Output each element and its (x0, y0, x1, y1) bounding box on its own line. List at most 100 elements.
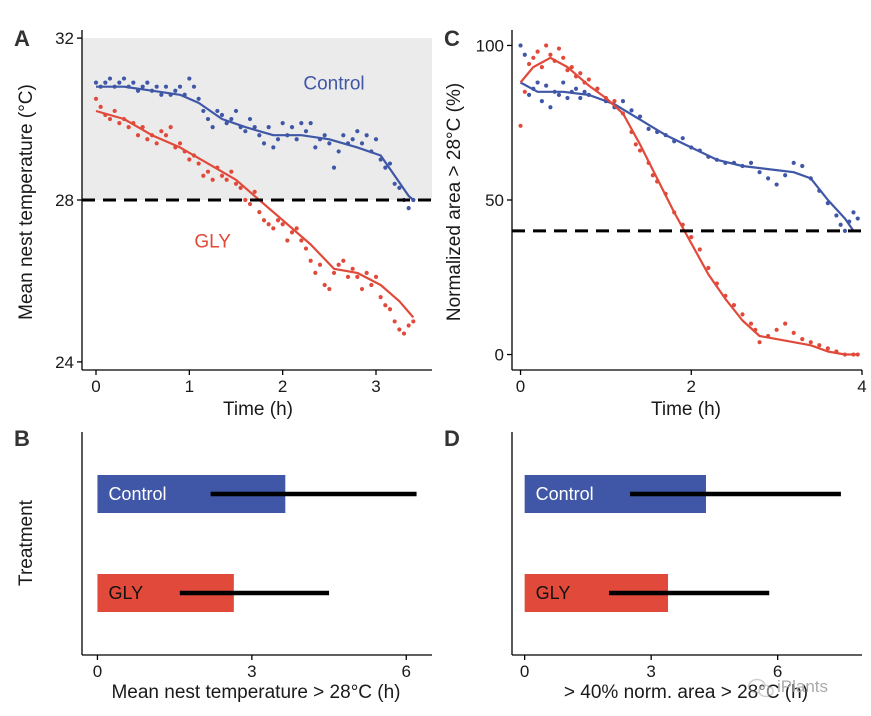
panel-a-point-gly (154, 141, 159, 146)
panel-a-point-gly (145, 137, 150, 142)
panel-a-point-control (350, 137, 355, 142)
panel-d-bar-label-gly: GLY (536, 583, 571, 603)
panel-letter-b: B (14, 426, 30, 451)
panel-c-point-gly (825, 346, 830, 351)
panel-c-xtick-label: 0 (516, 377, 525, 396)
panel-c-point-control (851, 210, 856, 215)
panel-a-point-control (247, 116, 253, 122)
panel-d-bar-label-control: Control (536, 484, 594, 504)
panel-c-point-control (842, 228, 848, 234)
panel-c-ytick-label: 100 (476, 36, 504, 55)
panel-a-point-gly (107, 116, 113, 122)
panel-c-point-control (646, 126, 651, 132)
panel-a-point-control (289, 125, 295, 130)
panel-a-point-control (257, 133, 262, 138)
panel-a-point-gly (280, 222, 285, 227)
panel-a-point-gly (341, 258, 346, 263)
panel-c-point-gly (740, 312, 745, 317)
panel-b-xtick-label: 6 (402, 662, 411, 681)
panel-c-point-control (629, 108, 634, 113)
panel-b-bar-label-gly: GLY (108, 583, 143, 603)
panel-a-point-gly (401, 331, 407, 336)
panel-c-point-control (539, 98, 544, 104)
panel-c-point-gly (706, 265, 711, 271)
panel-c-point-gly (561, 55, 566, 60)
panel-a-point-gly (275, 218, 281, 223)
panel-c-point-control (774, 182, 779, 187)
panel-a-point-gly (126, 125, 131, 130)
panel-a-point-gly (299, 238, 304, 243)
watermark-text: iPlants (777, 677, 828, 696)
panel-a-point-gly (392, 319, 397, 324)
panel-a-point-control (219, 112, 225, 118)
panel-d-xtick-label: 6 (773, 662, 782, 681)
panel-a-point-gly (308, 258, 313, 263)
panel-a-point-control (322, 133, 327, 138)
panel-c-ytick-label: 50 (485, 191, 504, 210)
panel-letter-a: A (14, 26, 30, 51)
panel-a-point-control (243, 129, 248, 134)
panel-c-point-control (757, 170, 762, 175)
panel-b-xtick-label: 0 (93, 662, 102, 681)
panel-a-point-control (154, 84, 159, 89)
panel-a-xtick-label: 3 (371, 377, 380, 396)
panel-a-point-control (392, 181, 397, 186)
panel-a-ytick-label: 32 (55, 29, 74, 48)
panel-a-point-control (121, 76, 127, 81)
panel-a-point-gly (387, 307, 393, 312)
panel-a-point-gly (252, 189, 257, 195)
panel-a-ylabel: Mean nest temperature (°C) (16, 84, 37, 320)
panel-a-point-control (215, 108, 220, 114)
panel-a-point-gly (406, 323, 411, 328)
panel-a-point-control (163, 84, 169, 89)
panel-letter-d: D (444, 426, 460, 451)
panel-c-point-control (765, 176, 771, 181)
panel-d-xlabel: > 40% norm. area > 28°C (h) (564, 682, 808, 703)
panel-a-point-control (313, 145, 318, 150)
panel-a-point-gly (345, 274, 351, 280)
panel-c-point-control (573, 86, 579, 91)
panel-b: B Treatment Mean nest temperature > 28°C… (14, 426, 432, 703)
panel-c-point-control (834, 213, 839, 218)
panel-a-point-gly (219, 173, 225, 178)
panel-c-trend-control (519, 81, 855, 232)
panel-a-shaded-region (82, 38, 432, 200)
panel-c-point-control (578, 95, 583, 101)
panel-a-point-control (196, 96, 201, 101)
panel-a-point-gly (411, 319, 416, 324)
panel-c-point-control (637, 114, 643, 119)
panel-b-ylabel: Treatment (16, 499, 37, 586)
panel-a-point-gly (336, 262, 341, 267)
panel-c-point-gly (731, 302, 737, 308)
panel-c-point-gly (569, 64, 574, 70)
panel-c-point-control (783, 173, 788, 178)
panel-a-point-gly (289, 230, 295, 235)
panel-a-point-control (383, 165, 388, 170)
panel-a-trend-gly (95, 109, 415, 319)
panel-a-point-gly (196, 161, 201, 166)
panel-a-point-control (387, 161, 393, 166)
panel-a-point-control (107, 76, 113, 81)
panel-a-point-control (233, 108, 239, 114)
panel-c: C Normalized area > 28°C (%) Time (h) 0 5… (444, 26, 867, 420)
panel-c-point-control (526, 92, 532, 98)
panel-a-point-control (308, 120, 313, 126)
panel-a-point-gly (177, 141, 183, 146)
panel-c-point-gly (748, 321, 754, 326)
panel-a-point-control (336, 149, 341, 154)
panel-c-xlabel: Time (h) (651, 399, 721, 420)
panel-a-point-gly (98, 104, 103, 110)
panel-c-point-gly (518, 123, 523, 128)
panel-a-point-gly (313, 270, 318, 275)
panel-c-xtick-label: 4 (857, 377, 866, 396)
panel-a-point-gly (117, 120, 122, 126)
panel-a-point-control (103, 80, 108, 85)
panel-a-point-control (177, 84, 183, 89)
panel-a-point-gly (294, 226, 299, 231)
panel-a-point-control (140, 84, 145, 89)
panel-a-point-control (331, 165, 337, 170)
panel-c-point-gly (531, 55, 536, 60)
panel-a-point-gly (168, 125, 173, 130)
panel-c-point-control (556, 92, 562, 98)
panel-a-trend-control (96, 85, 415, 201)
